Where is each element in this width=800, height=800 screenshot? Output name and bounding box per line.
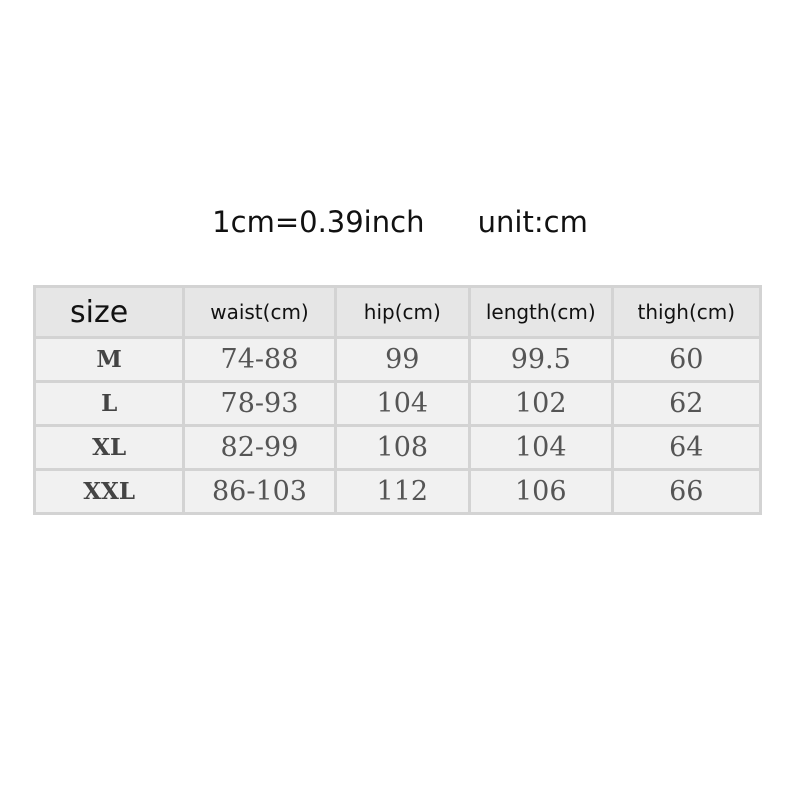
waist-cell: 82-99 (182, 424, 337, 471)
thigh-cell: 64 (610, 424, 763, 471)
header-hip: hip(cm) (333, 285, 471, 339)
table-row: XL 82-99 108 104 64 (32, 424, 763, 471)
thigh-cell: 60 (610, 336, 763, 383)
size-cell: M (32, 336, 186, 383)
waist-cell: 86-103 (182, 468, 337, 515)
waist-cell: 78-93 (182, 380, 337, 427)
size-cell: XL (32, 424, 186, 471)
table-row: XXL 86-103 112 106 66 (32, 468, 763, 515)
waist-cell: 74-88 (182, 336, 337, 383)
length-cell: 104 (467, 424, 614, 471)
header-waist: waist(cm) (182, 285, 337, 339)
hip-cell: 104 (333, 380, 471, 427)
table-row: M 74-88 99 99.5 60 (32, 336, 763, 383)
thigh-cell: 62 (610, 380, 763, 427)
size-cell: XXL (32, 468, 186, 515)
conversion-text: 1cm=0.39inch (212, 205, 425, 239)
thigh-cell: 66 (610, 468, 763, 515)
length-cell: 99.5 (467, 336, 614, 383)
table-row: L 78-93 104 102 62 (32, 380, 763, 427)
length-cell: 106 (467, 468, 614, 515)
hip-cell: 112 (333, 468, 471, 515)
size-chart-table: size waist(cm) hip(cm) length(cm) thigh(… (32, 285, 763, 515)
header-length: length(cm) (467, 285, 614, 339)
header-row: size waist(cm) hip(cm) length(cm) thigh(… (32, 285, 763, 339)
header-thigh: thigh(cm) (610, 285, 763, 339)
hip-cell: 99 (333, 336, 471, 383)
unit-text: unit:cm (477, 205, 588, 239)
size-note: 1cm=0.39inch unit:cm (0, 205, 800, 239)
hip-cell: 108 (333, 424, 471, 471)
length-cell: 102 (467, 380, 614, 427)
size-cell: L (32, 380, 186, 427)
header-size: size (32, 285, 186, 339)
